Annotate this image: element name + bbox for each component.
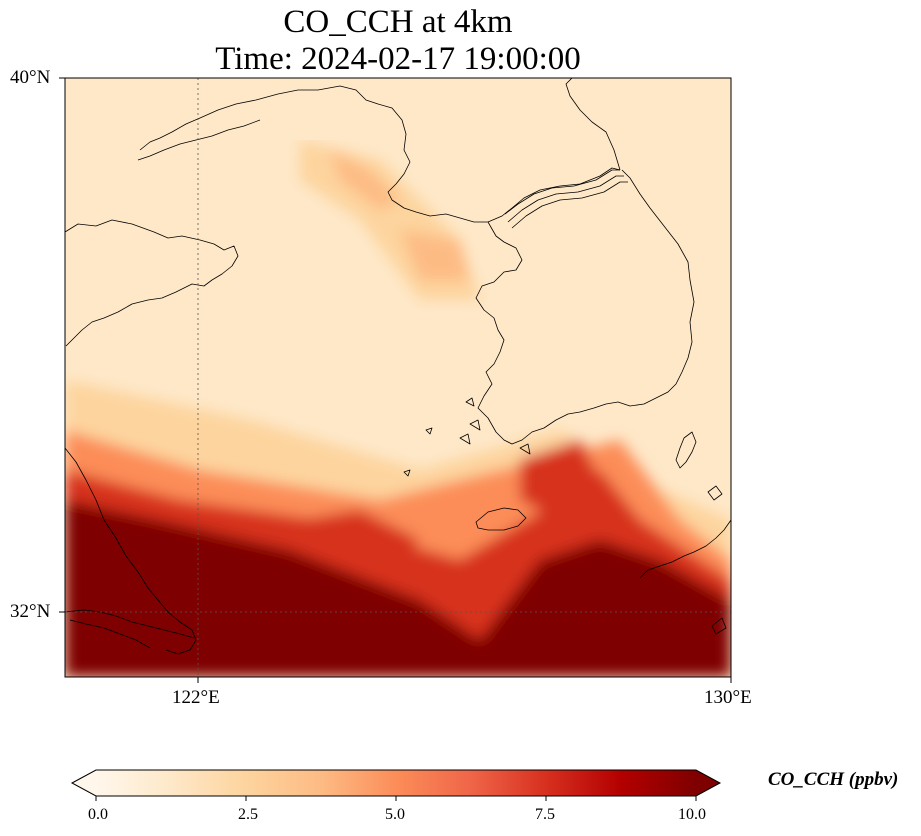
border-korea (504, 169, 620, 215)
coastline-liaoning (139, 85, 621, 223)
colorbar-tick-label: 0.0 (88, 806, 108, 823)
coastline-korea-east (565, 78, 621, 171)
lat-label-40n: 40°N (10, 67, 51, 88)
concentration-field (65, 78, 731, 677)
plume-jeju-east (520, 440, 600, 520)
map-title: CO_CCH at 4km (283, 4, 513, 40)
colorbar-tick-label: 7.5 (535, 806, 555, 823)
colorbar-tick-label: 10.0 (678, 806, 706, 823)
lon-label-122e: 122°E (172, 687, 220, 708)
plume-yellow-sea-south (300, 510, 420, 560)
coastline-yangtze-delta (65, 447, 197, 655)
colorbar (70, 769, 722, 801)
island-jeju (475, 507, 527, 531)
axis-ticks (59, 77, 732, 683)
colorbar-title: CO_CCH (ppbv) (768, 769, 899, 790)
map-subtitle-time: Time: 2024-02-17 19:00:00 (215, 41, 581, 77)
colorbar-extend-max (696, 770, 720, 796)
lon-label-130e: 130°E (704, 687, 752, 708)
map-frame (64, 77, 732, 678)
coastline-bohai-inner (137, 119, 261, 161)
plume-korea-west (400, 230, 470, 280)
coastline-korea-west (475, 169, 695, 445)
field-shandong (65, 200, 230, 320)
lat-label-32n: 32°N (10, 601, 51, 622)
field-south-max (65, 500, 731, 677)
colorbar-body (96, 770, 696, 796)
colorbar-extend-min (72, 770, 96, 796)
coastline-kyushu (639, 519, 731, 579)
colorbar-tick-label: 5.0 (385, 806, 405, 823)
plume-bohai-core (330, 150, 400, 210)
colorbar-tick-label: 2.5 (238, 806, 258, 823)
island-tsushima (675, 431, 697, 469)
coastlines (65, 78, 731, 655)
coastline-shandong (65, 219, 239, 347)
gridlines (65, 78, 731, 677)
concentration-blobs (65, 140, 731, 677)
